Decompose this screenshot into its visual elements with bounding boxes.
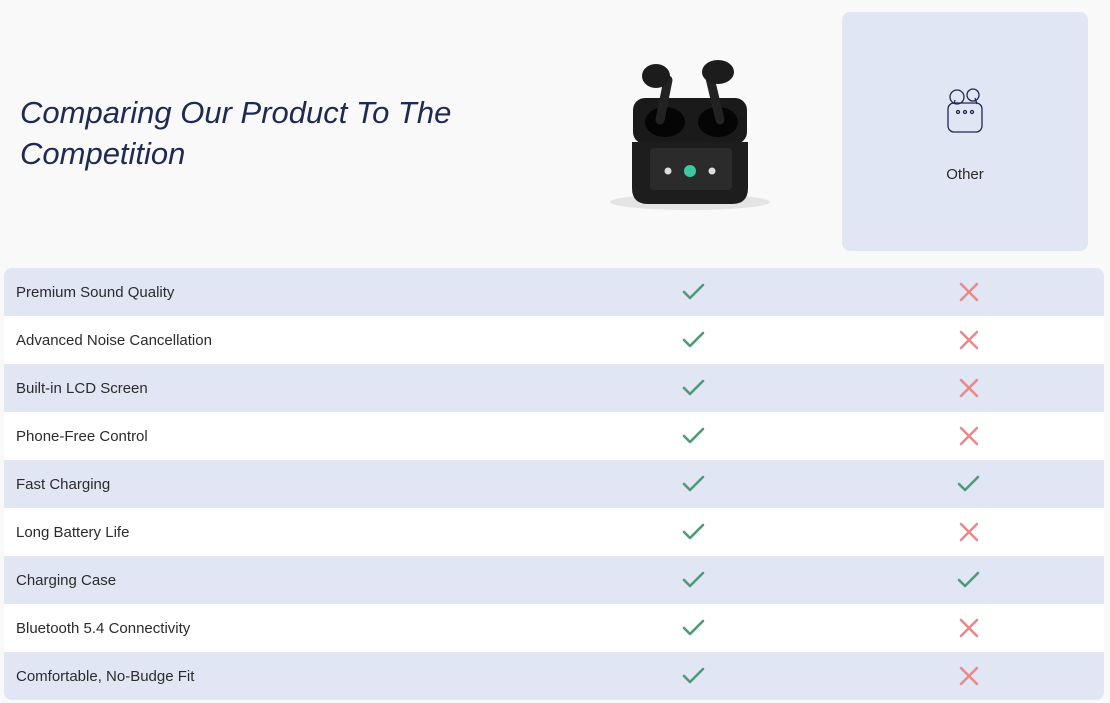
check-icon [680,378,708,403]
cross-icon [955,522,983,547]
feature-label: Fast Charging [16,475,111,493]
feature-label: Phone-Free Control [16,427,148,445]
cross-icon [955,330,983,355]
check-icon [680,570,708,595]
table-row: Comfortable, No-Budge Fit [4,652,1104,700]
comparison-table: Premium Sound Quality Advanced Noise Canc… [4,268,1104,700]
table-row: Bluetooth 5.4 Connectivity [4,604,1104,652]
table-row: Premium Sound Quality [4,268,1104,316]
check-icon [680,282,708,307]
feature-label: Built-in LCD Screen [16,379,148,397]
check-icon [955,474,983,499]
check-icon [955,570,983,595]
cross-icon [955,618,983,643]
feature-label: Long Battery Life [16,523,130,541]
table-row: Fast Charging [4,460,1104,508]
table-row: Built-in LCD Screen [4,364,1104,412]
check-icon [680,426,708,451]
check-icon [680,618,708,643]
feature-label: Charging Case [16,571,117,589]
cross-icon [955,378,983,403]
feature-label: Bluetooth 5.4 Connectivity [16,619,191,637]
check-icon [680,474,708,499]
check-icon [680,666,708,691]
feature-label: Advanced Noise Cancellation [16,331,212,349]
cross-icon [955,282,983,307]
cross-icon [955,426,983,451]
table-row: Charging Case [4,556,1104,604]
competitor-card: Other [842,12,1088,251]
earbuds-case-icon [947,88,983,133]
cross-icon [955,666,983,691]
feature-label: Premium Sound Quality [16,283,175,301]
table-row: Phone-Free Control [4,412,1104,460]
page-title: Comparing Our Product To The Competition [20,95,452,171]
table-row: Advanced Noise Cancellation [4,316,1104,364]
check-icon [680,522,708,547]
product-image [610,60,770,210]
competitor-label: Other [946,166,984,183]
table-row: Long Battery Life [4,508,1104,556]
feature-label: Comfortable, No-Budge Fit [16,667,195,685]
check-icon [680,330,708,355]
